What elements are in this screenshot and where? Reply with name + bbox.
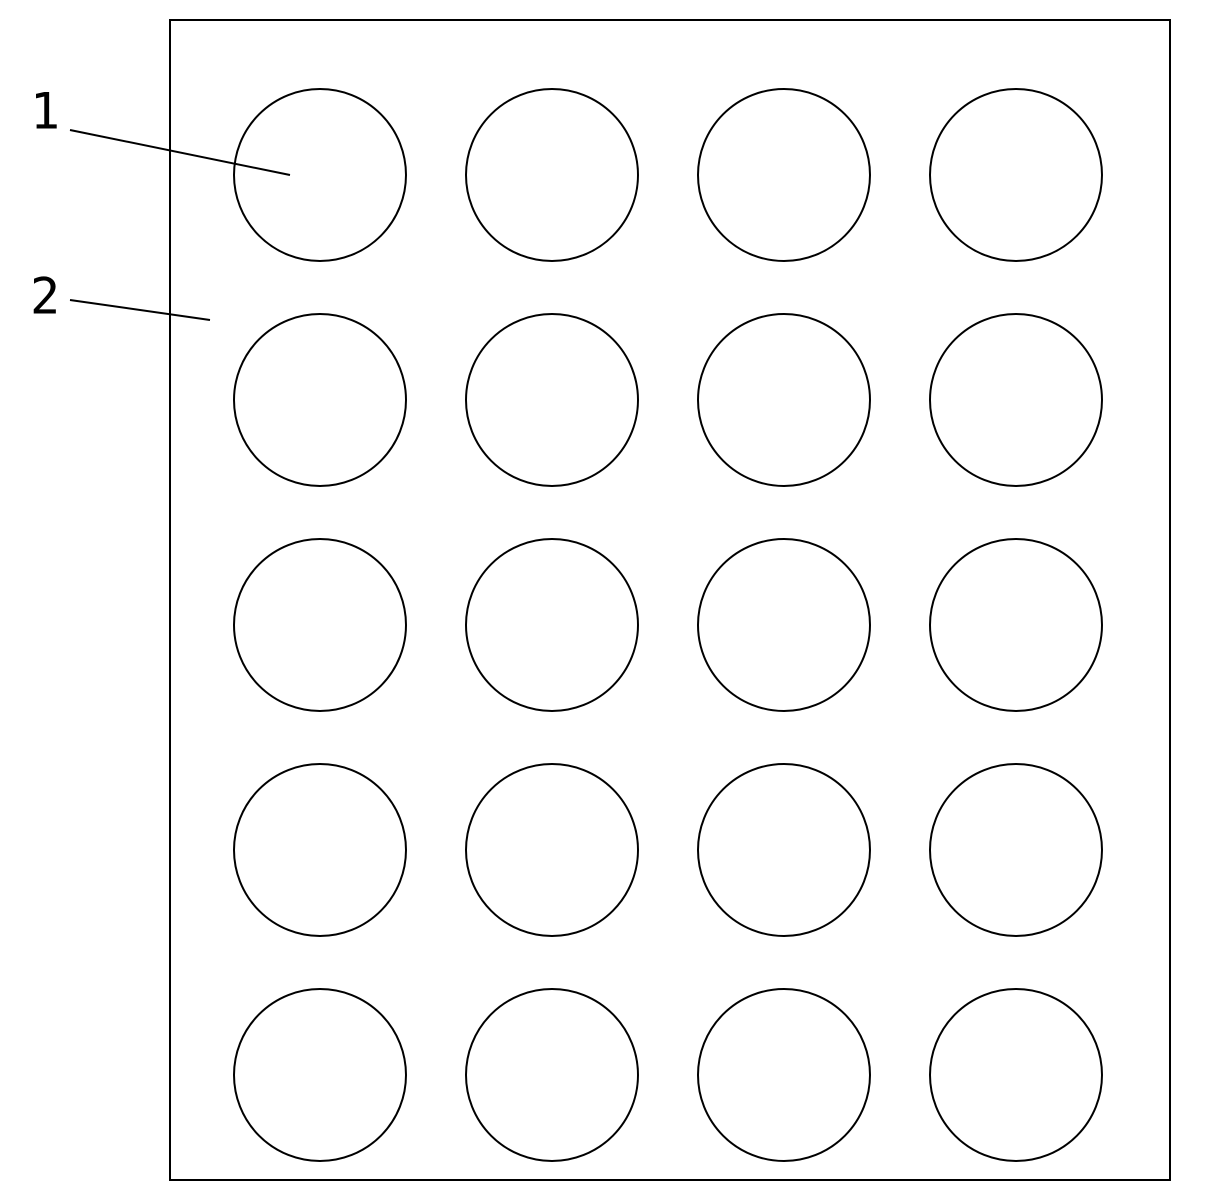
callout-label: 1 bbox=[30, 83, 60, 141]
diagram-stage: 12 bbox=[0, 0, 1211, 1195]
background bbox=[0, 0, 1211, 1195]
diagram-svg: 12 bbox=[0, 0, 1211, 1195]
callout-label: 2 bbox=[30, 268, 60, 326]
